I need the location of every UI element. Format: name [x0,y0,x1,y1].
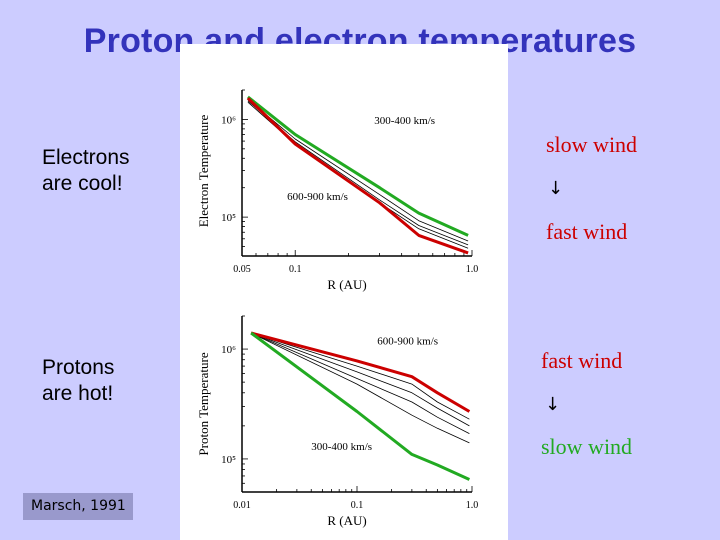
lower-fast-wind-label: fast wind [541,348,623,373]
figure-svg: 0.05 0.1 1.0 10⁶ 10⁵ R (AU) Electron Temperatu… [196,89,479,528]
citation-text: Marsch, 1991 [31,498,126,514]
proton-chart-y-tick-label: 10⁵ [221,454,236,466]
electron-chart-series-intermediate-1 [247,99,469,242]
electrons-label-line1: Electrons [42,146,130,169]
proton-chart-series-intermediate-4 [250,332,470,444]
proton-chart-annotation: 600-900 km/s [377,336,438,348]
electron-chart-y-tick-label: 10⁶ [221,114,236,126]
electrons-label-line2: are cool! [42,172,123,195]
proton-chart-x-tick-label: 0.01 [233,500,251,511]
proton-chart-x-axis-label: R (AU) [327,513,366,528]
protons-label: Protons are hot! [42,355,114,407]
proton-chart-y-tick-label: 10⁶ [221,344,236,356]
upper-slow-wind-label: slow wind [546,132,638,157]
proton-chart-x-tick-label: 1.0 [466,500,479,511]
protons-label-line1: Protons [42,356,115,379]
electron-chart-x-tick-label: 1.0 [466,264,479,275]
electron-chart-annotation: 600-900 km/s [287,191,348,203]
proton-chart-annotation: 300-400 km/s [311,441,372,453]
citation-box: Marsch, 1991 [23,493,133,520]
electron-chart-y-tick-label: 10⁵ [221,212,236,224]
electron-chart-x-tick-label: 0.05 [233,264,251,275]
proton-chart-series-intermediate-1 [250,332,470,420]
protons-label-line2: are hot! [42,382,114,405]
proton-chart-series-600-900-km-s [250,331,471,413]
figure-panel: 0.05 0.1 1.0 10⁶ 10⁵ R (AU) Electron Temperatu… [180,44,508,540]
proton-chart-series-300-400-km-s [250,331,471,481]
proton-chart-series-intermediate-2 [250,332,470,427]
lower-down-arrow-icon: ↓ [545,394,561,415]
electron-chart-series-300-400-km-s [246,95,469,237]
upper-fast-wind-label: fast wind [546,219,628,244]
electron-chart-y-axis-label: Electron Temperature [196,114,211,227]
electron-chart-x-tick-label: 0.1 [289,264,302,275]
electron-chart-series-600-900-km-s [246,97,469,255]
upper-down-arrow-icon: ↓ [548,178,564,199]
lower-slow-wind-label: slow wind [541,434,633,459]
electron-chart-x-axis-label: R (AU) [327,277,366,292]
electrons-label: Electrons are cool! [42,145,130,197]
proton-chart-y-axis-label: Proton Temperature [196,352,211,455]
electron-chart-annotation: 300-400 km/s [374,115,435,127]
proton-chart-x-tick-label: 0.1 [351,500,364,511]
proton-chart-series-intermediate-3 [250,332,470,434]
